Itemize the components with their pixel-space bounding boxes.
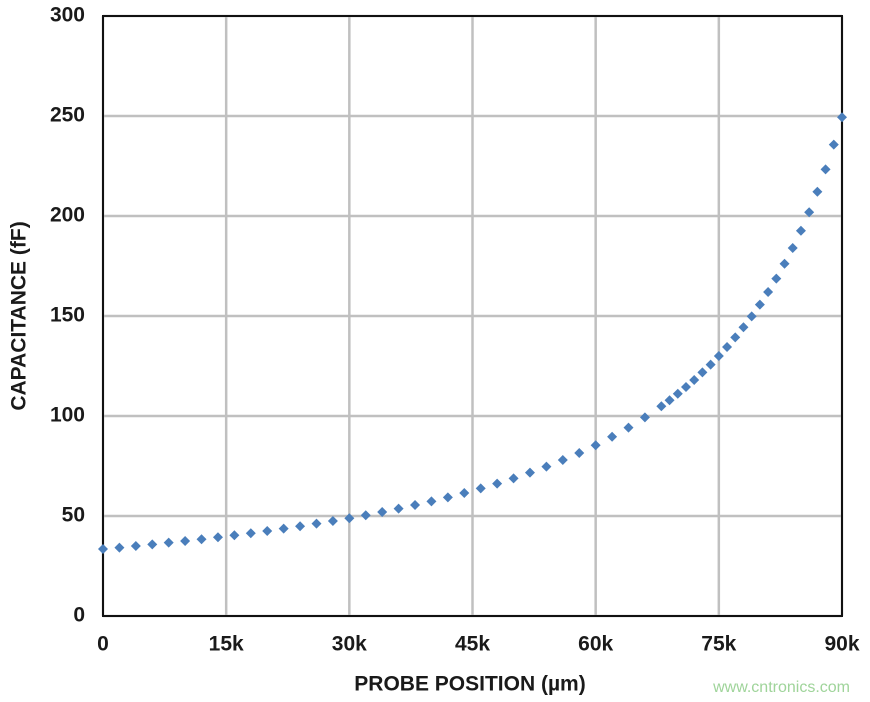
data-point <box>771 273 782 284</box>
x-tick-label: 90k <box>824 633 859 656</box>
y-tick-label: 250 <box>50 104 85 127</box>
x-tick-label: 45k <box>455 633 490 656</box>
x-tick-label: 30k <box>332 633 367 656</box>
data-point <box>98 544 108 554</box>
data-point <box>163 537 174 548</box>
x-tick-label: 60k <box>578 633 613 656</box>
data-point <box>746 311 757 322</box>
y-axis-title: CAPACITANCE (fF) <box>8 221 31 410</box>
data-point <box>475 483 486 494</box>
data-point <box>541 461 552 472</box>
data-point <box>828 139 839 150</box>
y-tick-label: 50 <box>62 504 85 527</box>
data-point <box>672 388 683 399</box>
data-point <box>722 342 733 352</box>
data-point <box>623 422 634 433</box>
y-tick-label: 200 <box>50 204 85 227</box>
data-point <box>820 164 831 175</box>
data-point <box>147 539 158 550</box>
data-point <box>738 322 749 333</box>
data-point <box>229 530 240 541</box>
plot-border <box>102 15 843 617</box>
data-point <box>377 507 388 517</box>
data-point <box>311 518 322 529</box>
data-point <box>114 542 125 553</box>
data-point <box>344 513 355 524</box>
y-tick-label: 150 <box>50 304 85 327</box>
y-tick-label: 300 <box>50 4 85 27</box>
data-point <box>763 287 774 297</box>
data-point <box>410 500 421 510</box>
data-point <box>212 532 223 543</box>
data-point <box>713 351 724 361</box>
data-point <box>524 467 535 478</box>
data-point <box>754 299 765 310</box>
data-point <box>557 455 568 465</box>
data-point <box>639 412 650 423</box>
data-point <box>278 523 289 534</box>
data-point <box>812 186 823 197</box>
x-tick-label: 0 <box>97 633 109 656</box>
data-point <box>492 478 503 489</box>
data-point <box>779 258 790 269</box>
data-point <box>360 510 371 521</box>
data-point <box>804 207 815 218</box>
x-tick-label: 75k <box>701 633 736 656</box>
data-point <box>697 367 708 378</box>
data-point <box>574 448 585 458</box>
data-point <box>590 440 601 451</box>
data-point <box>656 401 667 412</box>
data-point <box>196 534 207 545</box>
data-point <box>787 243 798 253</box>
data-point <box>837 112 847 123</box>
data-point <box>680 382 691 392</box>
y-tick-label: 0 <box>73 604 85 627</box>
data-point <box>393 503 404 514</box>
data-point <box>130 541 141 551</box>
data-point <box>508 473 519 484</box>
x-tick-label: 15k <box>209 633 244 656</box>
data-point <box>795 225 806 236</box>
data-point <box>705 359 716 370</box>
data-point <box>295 521 306 532</box>
x-axis-title: PROBE POSITION (µm) <box>354 673 585 696</box>
data-point <box>607 431 618 442</box>
data-point <box>689 375 700 385</box>
data-point <box>327 516 338 526</box>
data-point <box>442 492 453 503</box>
data-point <box>180 536 191 546</box>
data-point <box>459 488 470 498</box>
watermark: www.cntronics.com <box>712 679 850 696</box>
data-point <box>730 332 741 343</box>
data-point <box>262 526 273 536</box>
y-tick-label: 100 <box>50 404 85 427</box>
data-point <box>245 528 256 539</box>
data-point <box>426 496 437 507</box>
data-point <box>664 395 675 406</box>
